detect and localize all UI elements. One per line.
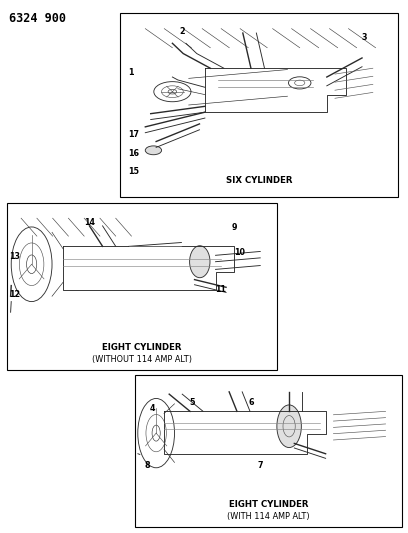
Text: (WITHOUT 114 AMP ALT): (WITHOUT 114 AMP ALT) — [92, 355, 192, 364]
Text: 4: 4 — [150, 403, 155, 413]
Text: 10: 10 — [234, 248, 245, 257]
Text: 12: 12 — [9, 290, 20, 300]
Text: 13: 13 — [9, 252, 20, 261]
Text: (WITH 114 AMP ALT): (WITH 114 AMP ALT) — [227, 512, 310, 521]
Text: 9: 9 — [232, 223, 237, 232]
Text: EIGHT CYLINDER: EIGHT CYLINDER — [228, 500, 308, 509]
Text: EIGHT CYLINDER: EIGHT CYLINDER — [102, 343, 182, 352]
Text: 16: 16 — [128, 149, 139, 158]
Text: 11: 11 — [215, 285, 226, 294]
Ellipse shape — [190, 246, 210, 278]
Text: 3: 3 — [361, 33, 366, 42]
Polygon shape — [63, 246, 234, 290]
Ellipse shape — [277, 405, 302, 448]
Text: 6324 900: 6324 900 — [9, 12, 66, 25]
Bar — [120, 13, 398, 197]
Text: 14: 14 — [84, 218, 95, 227]
Text: 2: 2 — [180, 27, 185, 36]
Polygon shape — [205, 68, 346, 112]
Text: 8: 8 — [145, 462, 151, 470]
Text: 5: 5 — [190, 398, 195, 407]
Text: 17: 17 — [128, 130, 139, 139]
Bar — [135, 375, 402, 527]
Text: 7: 7 — [257, 462, 262, 470]
Polygon shape — [164, 411, 326, 454]
Text: 6: 6 — [248, 398, 253, 407]
Text: SIX CYLINDER: SIX CYLINDER — [226, 176, 292, 185]
Text: 15: 15 — [128, 167, 139, 176]
Text: 1: 1 — [129, 68, 134, 77]
Ellipse shape — [145, 146, 162, 155]
Bar — [7, 203, 277, 370]
